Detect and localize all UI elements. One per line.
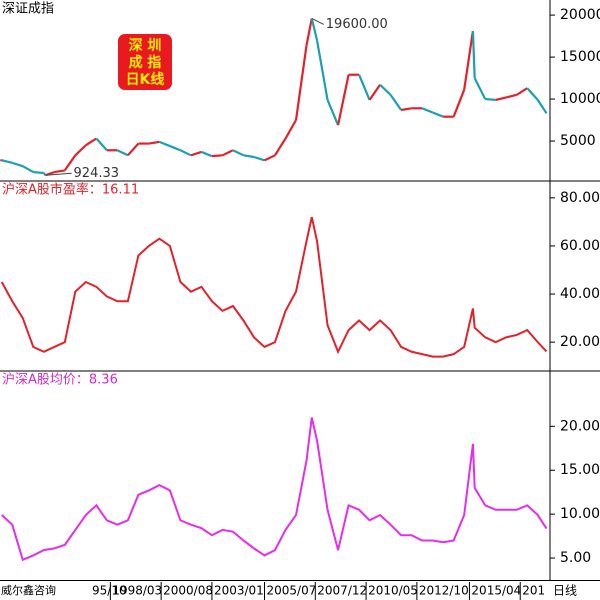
x-tick-label: 95/10 xyxy=(92,584,127,598)
price-segment xyxy=(326,99,340,126)
price-segment xyxy=(336,74,350,126)
price-segment xyxy=(169,145,181,152)
price-segment xyxy=(315,40,329,101)
panel-title: 深证成指 xyxy=(2,2,54,17)
y-tick-label: 60.00 xyxy=(560,238,600,254)
price-segment xyxy=(1,159,13,164)
price-segment xyxy=(471,31,476,79)
price-segment xyxy=(284,119,297,140)
price-segment xyxy=(536,99,548,114)
y-tick-label: 15.00 xyxy=(560,462,600,478)
price-segment xyxy=(211,154,223,158)
price-segment xyxy=(379,83,392,96)
price-segment xyxy=(495,96,507,101)
price-segment xyxy=(368,84,381,101)
price-segment xyxy=(85,137,97,147)
x-tick-label: 1998/03 xyxy=(112,584,162,598)
price-segment xyxy=(116,149,129,157)
y-tick-label: 10.00 xyxy=(560,506,600,522)
price-segment xyxy=(22,165,34,174)
series-line xyxy=(0,216,548,358)
price-segment xyxy=(526,87,539,101)
y-tick-label: 80.00 xyxy=(560,190,600,206)
price-segment xyxy=(485,97,496,101)
badge-text: 日K线 xyxy=(126,71,165,88)
footer-mask xyxy=(551,582,600,600)
price-segment xyxy=(158,140,171,148)
y-tick-label: 5.00 xyxy=(560,550,591,566)
price-segment xyxy=(274,137,287,156)
price-segment xyxy=(358,74,371,101)
x-tick-label: 2007/12 xyxy=(317,584,367,598)
x-tick-label: 2000/08 xyxy=(163,584,213,598)
x-tick-label: 2015/04 xyxy=(471,584,521,598)
y-tick-label: 20.00 xyxy=(560,418,600,434)
x-tick-label: 201 xyxy=(522,584,545,598)
price-segment xyxy=(516,87,528,96)
price-segment xyxy=(63,154,77,172)
badge-text: 深 圳 xyxy=(129,37,162,54)
y-tick-label: 40.00 xyxy=(560,286,600,302)
y-tick-label: 20.00 xyxy=(560,334,600,350)
x-tick-label: 2003/01 xyxy=(214,584,264,598)
price-segment xyxy=(305,18,313,46)
price-segment xyxy=(463,30,475,90)
price-segment xyxy=(95,137,108,152)
footer-source: 威尔鑫咨询 xyxy=(1,583,56,597)
y-tick-label: 10000 xyxy=(560,91,600,107)
footer-period: 日线 xyxy=(553,584,577,598)
price-segment xyxy=(221,149,234,157)
price-segment xyxy=(452,89,466,118)
price-segment xyxy=(148,140,160,145)
price-segment xyxy=(232,149,244,157)
annotation-leader xyxy=(311,18,325,25)
price-segment xyxy=(473,77,487,100)
y-tick-label: 5000 xyxy=(560,133,596,149)
price-segment xyxy=(505,93,517,99)
price-segment xyxy=(294,45,308,121)
price-segment xyxy=(201,150,213,158)
annotation-label: 19600.00 xyxy=(326,17,388,32)
price-segment xyxy=(432,111,444,118)
y-tick-label: 15000 xyxy=(560,49,600,65)
annotation-label: 924.33 xyxy=(74,166,120,181)
price-segment xyxy=(400,107,412,112)
price-segment xyxy=(421,107,434,114)
panel-title: 沪深A股均价：8.36 xyxy=(2,372,118,388)
price-segment xyxy=(190,150,202,157)
price-segment xyxy=(253,155,265,162)
series-line xyxy=(1,417,548,562)
price-segment xyxy=(127,142,140,157)
x-tick-label: 2010/05 xyxy=(368,584,418,598)
y-tick-label: 20000 xyxy=(560,7,600,23)
footer-mask xyxy=(0,582,90,600)
x-tick-label: 2005/07 xyxy=(266,584,316,598)
price-segment xyxy=(33,171,44,175)
price-segment xyxy=(179,149,192,157)
price-segment xyxy=(54,169,65,174)
panel-title: 沪深A股市盈率：16.11 xyxy=(2,182,139,198)
badge-text: 成 指 xyxy=(129,54,162,71)
price-segment xyxy=(310,18,319,41)
price-segment xyxy=(42,172,47,176)
annotation-leader xyxy=(45,172,72,176)
price-segment xyxy=(264,154,276,162)
price-segment xyxy=(11,161,24,168)
price-segment xyxy=(243,154,255,159)
x-tick-label: 2012/10 xyxy=(419,584,469,598)
badge xyxy=(118,34,172,90)
price-segment xyxy=(389,94,403,111)
price-segment xyxy=(74,144,87,157)
